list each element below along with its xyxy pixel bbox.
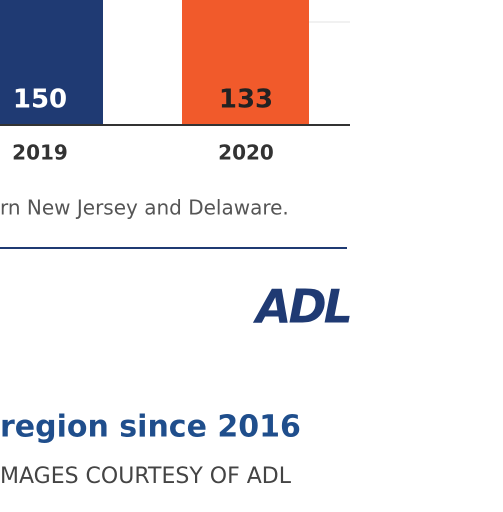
bar — [182, 0, 309, 125]
caption: rn New Jersey and Delaware. — [0, 196, 289, 220]
credit: MAGES COURTESY OF ADL — [0, 464, 292, 489]
headline: region since 2016 — [0, 410, 301, 445]
category-label: 2020 — [218, 141, 274, 165]
value-label: 133 — [219, 85, 273, 115]
category-label: 2019 — [12, 141, 68, 165]
value-label: 150 — [13, 85, 67, 115]
bar-chart: 150 2019 133 2020 — [0, 0, 309, 165]
bar — [0, 0, 103, 125]
logo: ADL — [253, 280, 351, 334]
